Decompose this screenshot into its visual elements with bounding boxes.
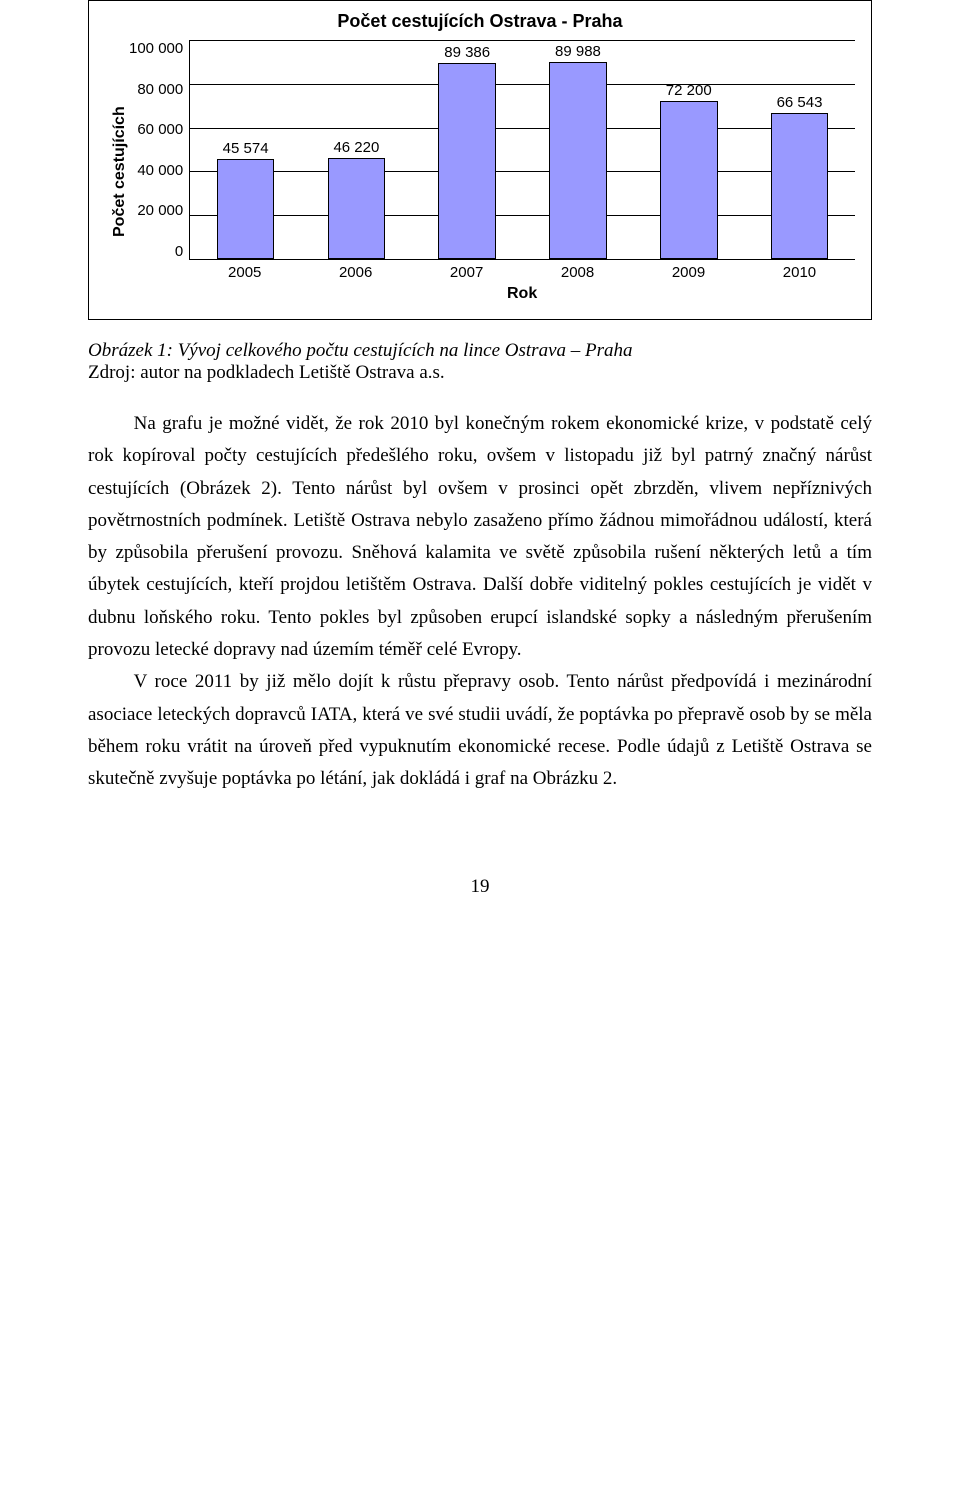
bar-slot: 46 220 bbox=[310, 40, 403, 259]
x-tick: 2005 bbox=[198, 264, 291, 281]
y-tick: 80 000 bbox=[137, 81, 183, 98]
page-number: 19 bbox=[88, 876, 872, 898]
paragraph: Na grafu je možné vidět, že rok 2010 byl… bbox=[88, 408, 872, 666]
bar bbox=[328, 158, 386, 259]
figure-caption: Obrázek 1: Vývoj celkového počtu cestují… bbox=[88, 340, 872, 362]
chart-title: Počet cestujících Ostrava - Praha bbox=[105, 11, 855, 32]
x-tick: 2006 bbox=[309, 264, 402, 281]
bar-value-label: 45 574 bbox=[223, 140, 269, 157]
x-tick: 2007 bbox=[420, 264, 513, 281]
y-tick: 100 000 bbox=[129, 40, 183, 57]
x-axis-ticks: 2005 2006 2007 2008 2009 2010 bbox=[189, 264, 855, 281]
bar-value-label: 72 200 bbox=[666, 82, 712, 99]
y-tick: 0 bbox=[175, 243, 183, 260]
bar-slot: 89 386 bbox=[421, 40, 514, 259]
bar-value-label: 89 386 bbox=[444, 44, 490, 61]
bar-slot: 72 200 bbox=[642, 40, 735, 259]
bar bbox=[217, 159, 275, 259]
bar bbox=[438, 63, 496, 259]
bar bbox=[660, 101, 718, 259]
y-tick: 40 000 bbox=[137, 162, 183, 179]
x-tick: 2010 bbox=[753, 264, 846, 281]
x-axis-title: Rok bbox=[189, 285, 855, 303]
bar-value-label: 66 543 bbox=[777, 94, 823, 111]
paragraph: V roce 2011 by již mělo dojít k růstu př… bbox=[88, 666, 872, 795]
y-axis-ticks: 100 000 80 000 60 000 40 000 20 000 0 bbox=[129, 40, 189, 260]
bar bbox=[549, 62, 607, 259]
x-tick: 2008 bbox=[531, 264, 624, 281]
y-tick: 20 000 bbox=[137, 202, 183, 219]
bar-slot: 89 988 bbox=[531, 40, 624, 259]
body-text: Na grafu je možné vidět, že rok 2010 byl… bbox=[88, 408, 872, 796]
bar-slot: 66 543 bbox=[753, 40, 846, 259]
bar bbox=[771, 113, 829, 259]
y-axis-title: Počet cestujících bbox=[105, 40, 129, 303]
bar-slot: 45 574 bbox=[199, 40, 292, 259]
plot-area: 45 574 46 220 89 386 89 988 72 200 66 543 bbox=[189, 40, 855, 260]
y-tick: 60 000 bbox=[137, 121, 183, 138]
passenger-chart: Počet cestujících Ostrava - Praha Počet … bbox=[88, 0, 872, 320]
x-tick: 2009 bbox=[642, 264, 735, 281]
bar-value-label: 89 988 bbox=[555, 43, 601, 60]
bar-value-label: 46 220 bbox=[333, 139, 379, 156]
figure-source: Zdroj: autor na podkladech Letiště Ostra… bbox=[88, 362, 872, 384]
